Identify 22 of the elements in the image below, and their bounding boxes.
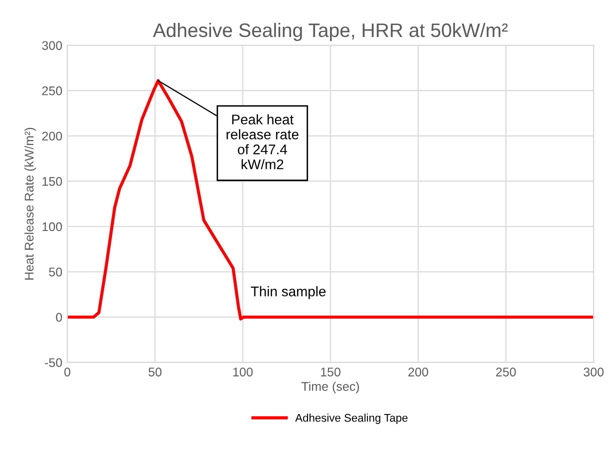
y-tick-label: 150 xyxy=(42,177,62,186)
y-tick-label: -50 xyxy=(44,358,62,368)
x-tick-label: 100 xyxy=(233,368,253,376)
line-series xyxy=(67,79,594,320)
chart-title: Adhesive Sealing Tape, HRR at 50kW/m² xyxy=(152,22,508,41)
x-axis-title: Time (sec) xyxy=(301,382,359,394)
annotation: Peak heat release rate of 247.4 kW/m2 xyxy=(226,114,298,170)
x-tick-label: 50 xyxy=(148,368,162,376)
x-tick-label: 250 xyxy=(496,368,516,376)
y-tick-label: 200 xyxy=(42,132,62,141)
y-tick-label: 250 xyxy=(42,86,62,96)
y-tick-label: 50 xyxy=(49,268,62,276)
x-tick-label: 300 xyxy=(584,368,604,376)
legend-label: Adhesive Sealing Tape xyxy=(295,414,408,424)
x-tick-label: 150 xyxy=(321,368,340,376)
y-tick-label: 0 xyxy=(56,312,62,322)
y-axis-title: Heat Release Rate (kW/m²) xyxy=(24,128,36,280)
x-tick-label: 0 xyxy=(64,368,70,376)
x-tick-label: 200 xyxy=(408,368,428,376)
annotation: Thin sample xyxy=(250,286,326,300)
y-tick-label: 100 xyxy=(42,222,62,232)
y-tick-label: 300 xyxy=(42,41,62,50)
